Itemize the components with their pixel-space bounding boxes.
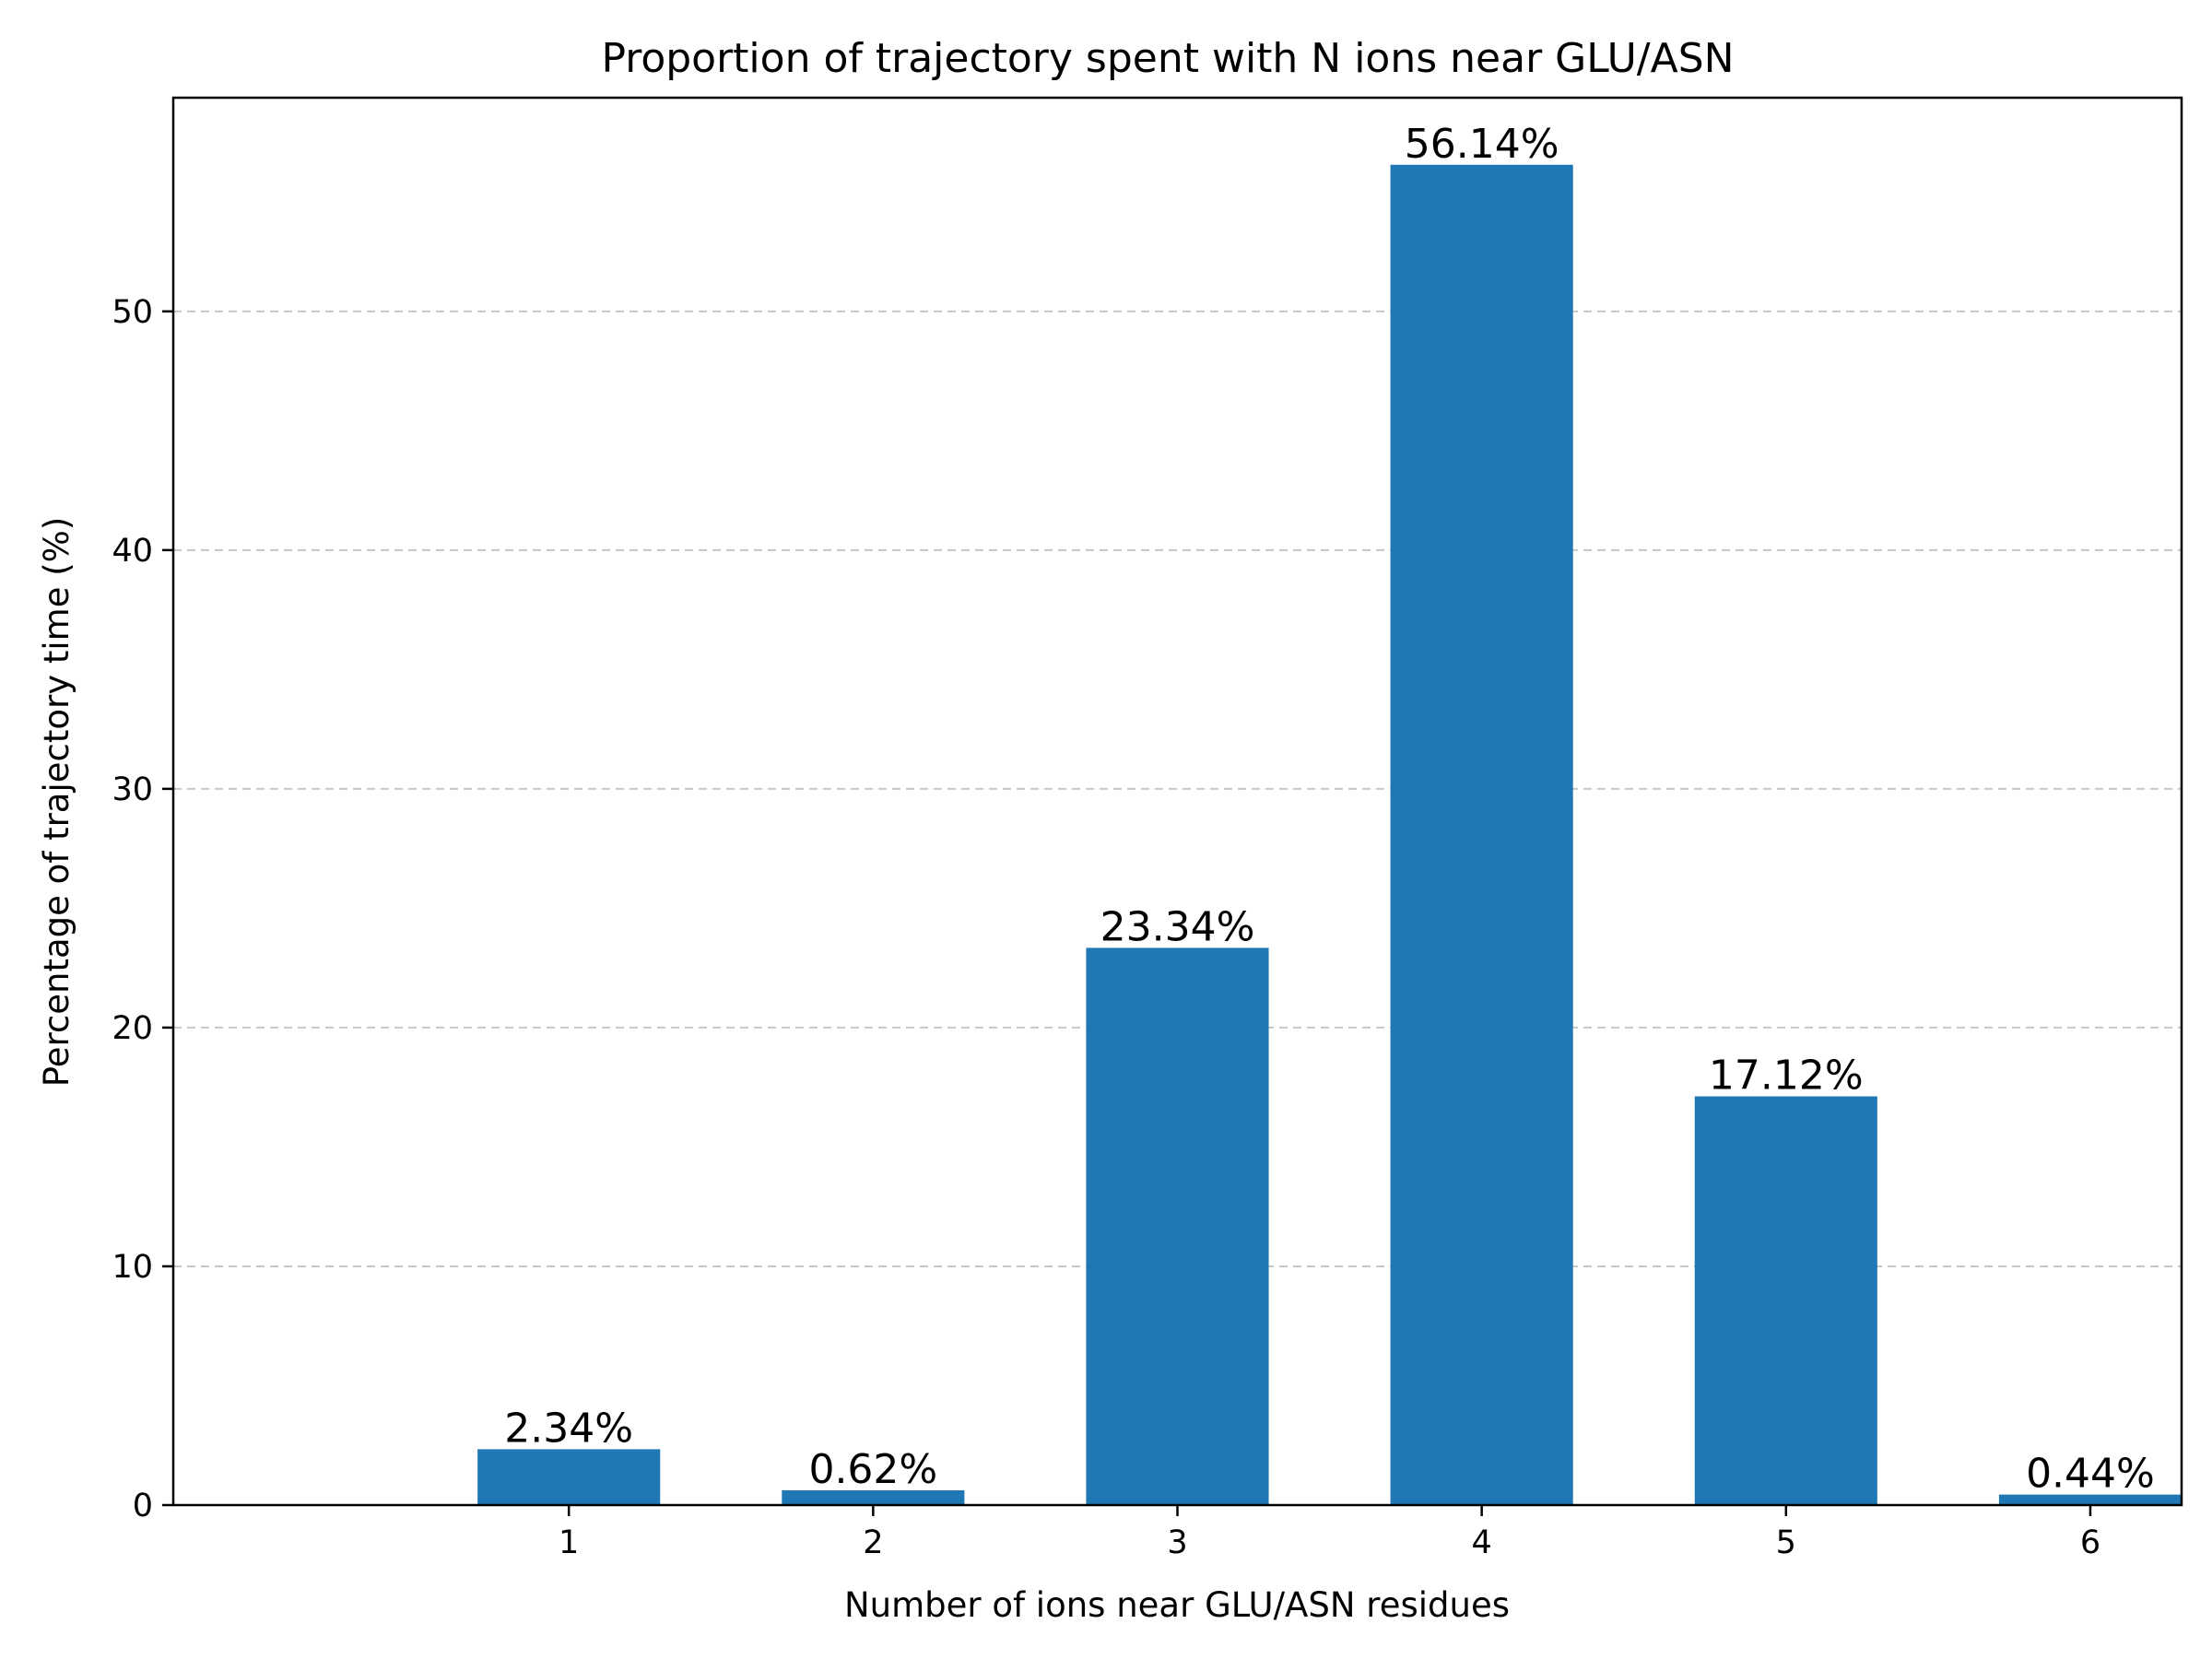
bar-1: [477, 1449, 661, 1505]
x-tick-label: 4: [1472, 1524, 1492, 1561]
x-tick-label: 3: [1167, 1524, 1187, 1561]
bar-value-labels: 2.34% 0.62% 23.34% 56.14% 17.12% 0.44%: [504, 121, 2155, 1498]
y-tick-label: 50: [112, 294, 153, 331]
axis-ticks: 0 10 20 30 40 50 1 2 3 4 5 6: [112, 294, 2100, 1561]
x-tick-label: 5: [1776, 1524, 1796, 1561]
y-tick-label: 20: [112, 1010, 153, 1047]
y-tick-label: 30: [112, 771, 153, 808]
x-tick-label: 6: [2080, 1524, 2100, 1561]
bar-value-label: 0.44%: [2026, 1451, 2155, 1498]
bar-5: [1694, 1096, 1877, 1505]
bar-value-label: 2.34%: [504, 1405, 633, 1452]
y-axis-label: Percentage of trajectory time (%): [37, 517, 76, 1088]
bar-4: [1390, 164, 1573, 1505]
y-tick-label: 0: [133, 1488, 153, 1524]
bar-value-label: 23.34%: [1100, 903, 1255, 950]
chart-title: Proportion of trajectory spent with N io…: [601, 35, 1734, 82]
x-tick-label: 2: [863, 1524, 883, 1561]
bar-6: [1998, 1494, 2182, 1505]
bar-2: [782, 1489, 965, 1505]
bar-value-label: 56.14%: [1405, 121, 1559, 168]
bar-value-label: 17.12%: [1709, 1053, 1864, 1100]
x-axis-label: Number of ions near GLU/ASN residues: [844, 1585, 1510, 1625]
y-tick-label: 40: [112, 533, 153, 570]
bar-3: [1086, 947, 1269, 1505]
bars: [477, 164, 2182, 1505]
y-tick-label: 10: [112, 1249, 153, 1286]
bar-value-label: 0.62%: [808, 1446, 937, 1493]
x-tick-label: 1: [559, 1524, 579, 1561]
